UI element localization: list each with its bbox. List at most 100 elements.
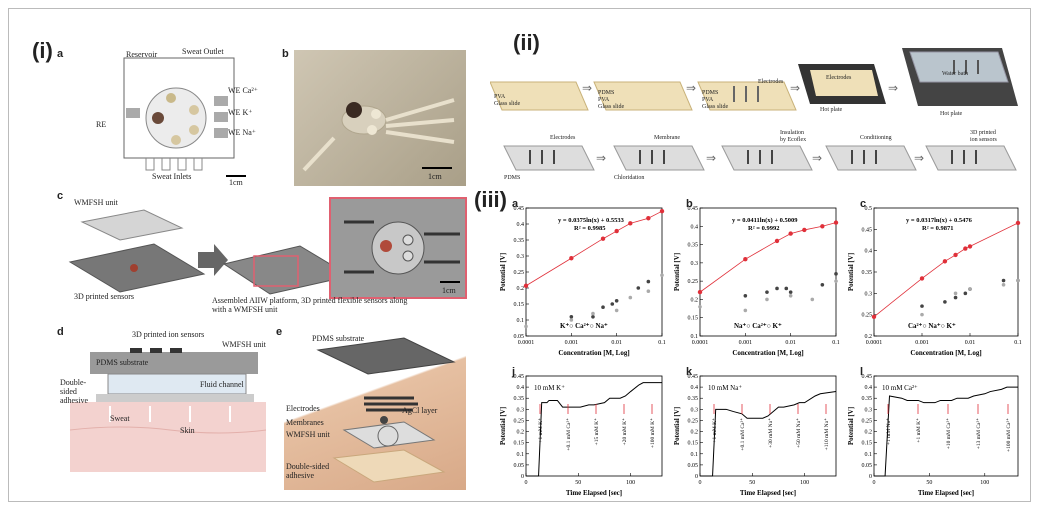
label-fab-s2: PDMS PVA Glass slide (598, 90, 625, 110)
data-point-Ca²⁺ (569, 315, 574, 319)
data-point-K⁺ (646, 216, 651, 221)
fit-r2: R² = 0.9985 (574, 225, 606, 232)
y-tick-label: 0.1 (517, 452, 525, 458)
svg-text:⇒: ⇒ (706, 151, 716, 165)
data-point-Ca²⁺ (646, 279, 651, 284)
x-tick-label: 0.01 (785, 340, 796, 346)
data-point-Ca²⁺ (775, 286, 779, 291)
label-scale-c: 1cm (442, 286, 456, 295)
data-point-K⁺ (968, 287, 972, 291)
label-fab-waterbath: Water bath (942, 71, 969, 77)
plot-area (525, 375, 663, 477)
data-point-Ca²⁺ (942, 259, 948, 264)
data-point-Ca²⁺ (743, 293, 748, 298)
data-point-Na⁺ (569, 318, 574, 322)
y-tick-label: 0.35 (862, 396, 873, 402)
chart-note: 10 mM Ca²⁺ (882, 384, 918, 392)
svg-text:⇒: ⇒ (888, 81, 898, 95)
sublabel-iii-c: c (860, 198, 867, 210)
fit-equation: y = 0.0317ln(x) + 0.5476 (906, 217, 973, 224)
y-tick-label: 0.4 (517, 385, 525, 391)
y-axis-label: Potential [V] (847, 407, 855, 445)
label-fab-conditioning: Conditioning (860, 135, 892, 141)
data-point-K⁺ (698, 304, 702, 309)
label-fluid-channel: Fluid channel (200, 380, 244, 389)
x-tick-label: 0.001 (565, 340, 579, 346)
data-point-Na⁺ (833, 220, 839, 225)
data-point-K⁺ (523, 283, 529, 288)
y-tick-label: 0.3 (517, 407, 525, 413)
data-point-K⁺ (920, 312, 924, 317)
annotation-label: +15 mM K⁺ (593, 418, 600, 445)
x-axis-label: Concentration [M, Log] (732, 349, 803, 357)
label-wmfsh-e: WMFSH unit (286, 430, 330, 439)
y-tick-label: 0.25 (514, 418, 525, 424)
label-fab-chloridation: Chloridation (614, 175, 645, 181)
y-tick-label: 0.2 (517, 286, 525, 292)
data-point-Na⁺ (591, 311, 595, 316)
data-point-Na⁺ (614, 308, 619, 313)
label-we-k: WE K⁺ (228, 108, 253, 117)
y-tick-label: 0.15 (862, 441, 873, 447)
label-fab-insulation: Insulation by Ecoflex (780, 130, 807, 143)
annotation-label: +110 mM Na⁺ (823, 418, 830, 450)
label-fab-hotplate-2: Hot plate (940, 111, 963, 117)
sublabel-b: b (282, 48, 289, 60)
svg-text:⇒: ⇒ (686, 81, 696, 95)
y-tick-label: 0.45 (688, 374, 699, 380)
data-point-Ca²⁺ (784, 286, 789, 291)
label-fab-electrodes-2: Electrodes (826, 75, 852, 81)
annotation-label: +100 mM Ca²⁺ (1005, 418, 1012, 452)
label-electrodes-e: Electrodes (286, 404, 320, 413)
y-tick-label: 0.1 (691, 452, 699, 458)
annotation-label: +50 mM Na⁺ (795, 418, 802, 448)
fabrication-process: ⇒ ⇒ ⇒ ⇒ ⇒ ⇒ ⇒ ⇒ PVA Glass slide PDM (490, 34, 1026, 184)
label-adhesive-d: Double-sided adhesive (60, 378, 88, 405)
sublabel-c: c (57, 190, 64, 202)
y-tick-label: 0.4 (691, 224, 699, 230)
data-point-Na⁺ (963, 291, 968, 296)
sublabel-d: d (57, 326, 64, 338)
y-tick-label: 0.25 (862, 418, 873, 424)
chart-legend: Na⁺○ Ca²⁺○ K⁺ (734, 322, 782, 330)
y-tick-label: 0.05 (514, 463, 525, 469)
label-pdms-substrate: PDMS substrate (96, 358, 149, 367)
y-tick-label: 0.15 (514, 302, 525, 308)
chart-time-k: 0 0.05 0.1 0.15 0.2 0.25 0.3 0.35 0.4 0.45 0 50 100 T… (499, 374, 663, 497)
label-fab-membrane: Membrane (654, 135, 680, 141)
svg-text:⇒: ⇒ (596, 151, 606, 165)
data-point-K⁺ (600, 236, 606, 241)
data-point-K⁺ (659, 209, 665, 214)
y-tick-label: 0.3 (865, 291, 873, 297)
label-printed-sensors: 3D printed sensors (74, 292, 134, 301)
x-axis-label: Concentration [M, Log] (558, 349, 629, 357)
x-tick-label: 50 (575, 480, 581, 486)
y-tick-label: 0.05 (862, 463, 873, 469)
y-tick-label: 0.35 (688, 243, 699, 249)
sublabel-iii-l: l (860, 366, 864, 378)
x-tick-label: 0.0001 (518, 340, 535, 346)
label-fab-r-electrodes: Electrodes (550, 135, 576, 141)
x-tick-label: 0 (525, 480, 528, 486)
x-tick-label: 50 (926, 480, 932, 486)
data-point-Ca²⁺ (967, 244, 973, 249)
chart-note: 10 mM K⁺ (534, 384, 565, 392)
y-tick-label: 0.3 (691, 407, 699, 413)
y-tick-label: 0.2 (691, 297, 699, 303)
data-point-Ca²⁺ (601, 305, 605, 309)
fit-r2: R² = 0.9871 (922, 225, 953, 232)
y-tick-label: 0.4 (517, 222, 525, 228)
label-reservoir: Reservoir (126, 50, 158, 59)
sublabel-a: a (57, 48, 64, 60)
label-sweat-inlets: Sweat Inlets (152, 172, 192, 181)
panel-label-ii: (ii) (513, 30, 540, 55)
y-tick-label: 0.15 (688, 316, 699, 322)
data-point-Na⁺ (697, 289, 703, 295)
y-tick-label: 0 (869, 474, 872, 480)
data-point-K⁺ (569, 256, 574, 261)
label-re: RE (96, 120, 107, 129)
fit-r2: R² = 0.9992 (748, 225, 779, 232)
label-fab-s1: PVA Glass slide (494, 94, 521, 107)
x-tick-label: 0.01 (611, 340, 622, 346)
sublabel-e: e (276, 326, 283, 338)
